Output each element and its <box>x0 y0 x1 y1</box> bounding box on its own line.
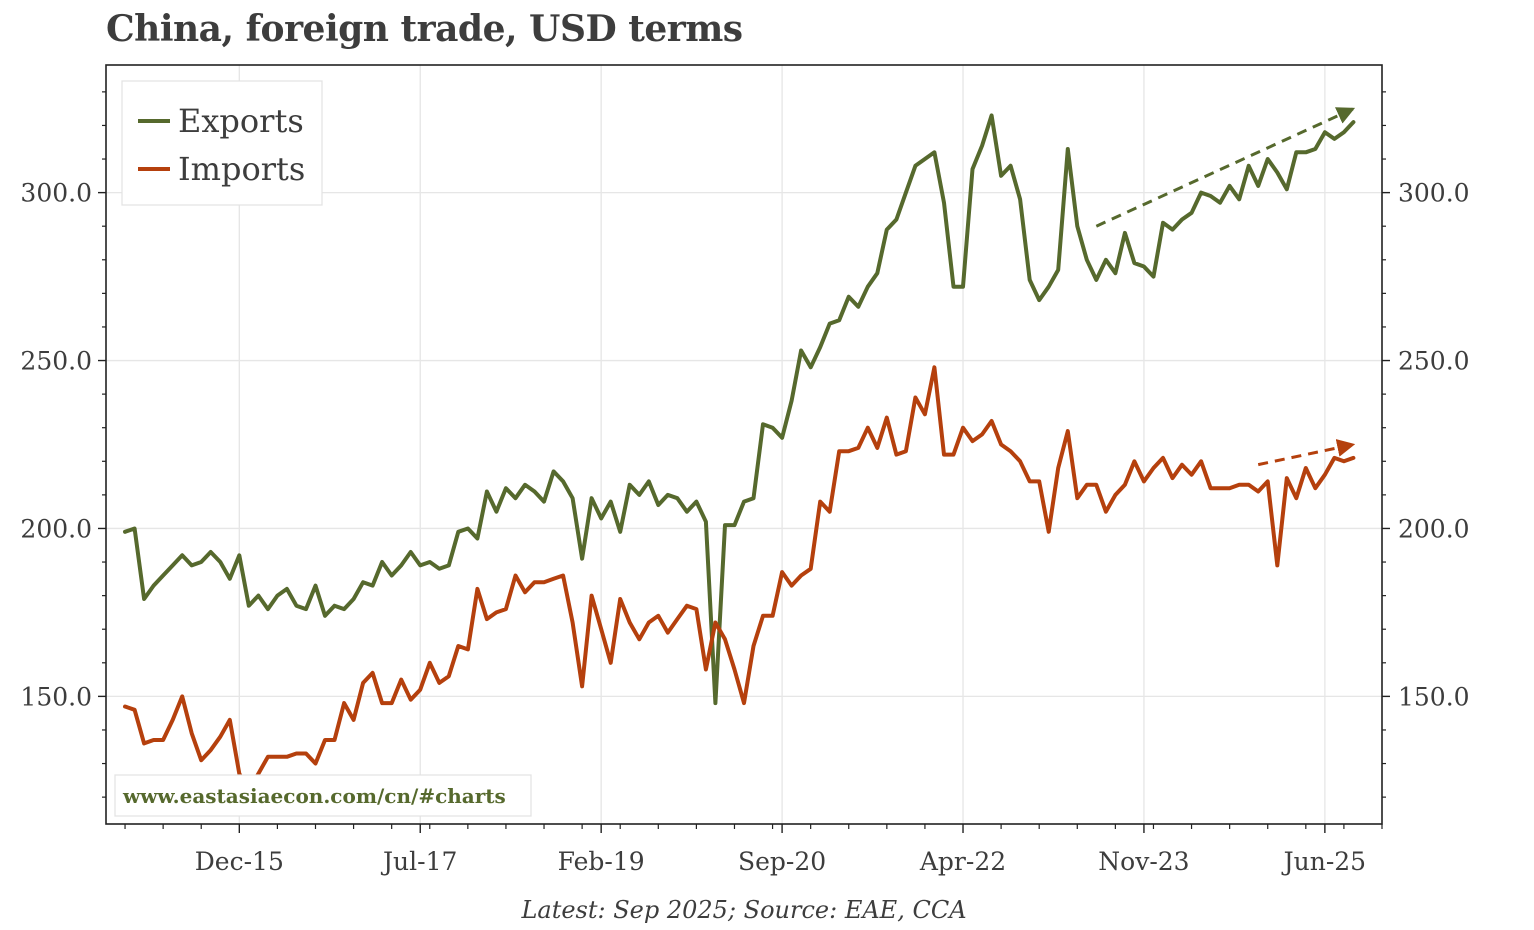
x-tick-label: Jun-25 <box>1281 847 1366 876</box>
x-tick-label: Feb-19 <box>558 847 645 876</box>
grid-lines <box>106 65 1382 824</box>
y-tick-label-left: 200.0 <box>20 514 92 543</box>
watermark-box <box>114 774 532 817</box>
y-tick-label-right: 250.0 <box>1398 347 1470 376</box>
watermark: www.eastasiaecon.com/cn/#charts <box>114 774 532 817</box>
y-tick-label-right: 300.0 <box>1398 179 1470 208</box>
trend-arrows <box>1095 107 1356 467</box>
x-tick-label: Dec-15 <box>195 847 284 876</box>
y-tick-label-left: 300.0 <box>20 179 92 208</box>
x-tick-label: Jul-17 <box>380 847 457 876</box>
legend: Exports Imports <box>121 80 323 206</box>
series-line-imports <box>123 365 1356 793</box>
series-lines <box>123 113 1356 793</box>
y-tick-label-right: 200.0 <box>1398 514 1470 543</box>
legend-box <box>121 80 323 206</box>
legend-label-imports: Imports <box>178 150 305 188</box>
x-tick-label: Nov-23 <box>1098 847 1189 876</box>
y-tick-label-left: 150.0 <box>20 682 92 711</box>
series-line-exports <box>123 113 1356 706</box>
source-caption: Latest: Sep 2025; Source: EAE, CCA <box>520 896 966 924</box>
trend-arrow-exports <box>1095 107 1356 228</box>
watermark-text: www.eastasiaecon.com/cn/#charts <box>122 784 506 808</box>
y-tick-label-left: 250.0 <box>20 347 92 376</box>
y-tick-label-right: 150.0 <box>1398 682 1470 711</box>
x-tick-label: Sep-20 <box>738 847 826 876</box>
plot-frame <box>105 64 1383 825</box>
axes: 150.0 150.0 200.0 200.0 250.0 250.0 300.0 300.0… <box>20 91 1470 876</box>
legend-label-exports: Exports <box>178 102 304 140</box>
chart-title: China, foreign trade, USD terms <box>106 8 743 50</box>
x-tick-label: Apr-22 <box>919 847 1006 876</box>
